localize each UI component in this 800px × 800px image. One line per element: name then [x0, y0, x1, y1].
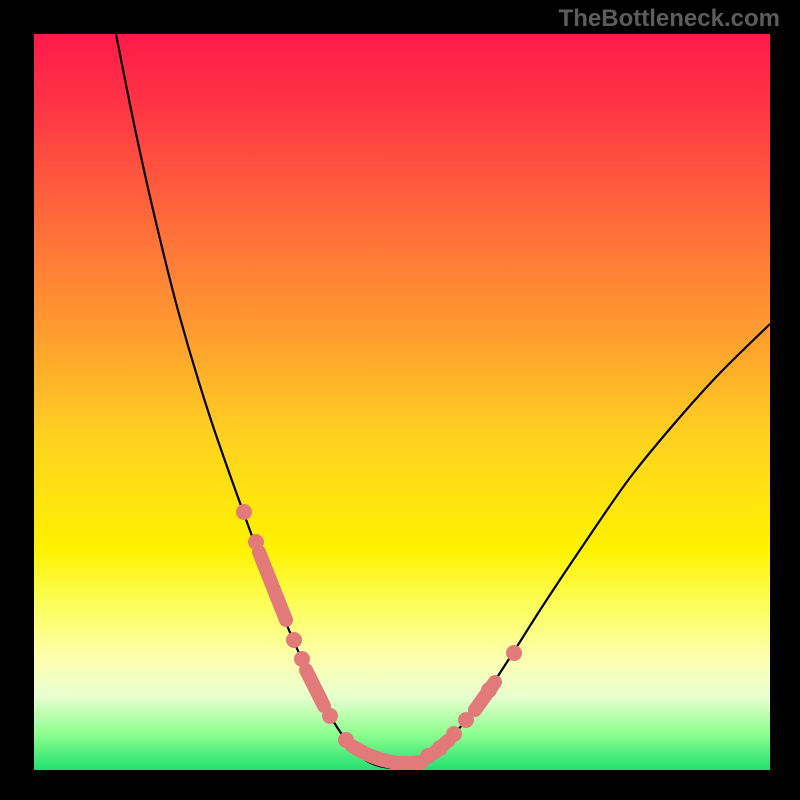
marker-dot	[420, 748, 436, 764]
marker-dot	[481, 682, 497, 698]
marker-dot	[294, 651, 310, 667]
marker-dot	[248, 534, 264, 550]
plot-area	[34, 34, 770, 770]
watermark-label: TheBottleneck.com	[559, 5, 780, 33]
curve-layer	[34, 34, 770, 770]
marker-dot	[458, 712, 474, 728]
marker-dot	[338, 732, 354, 748]
marker-dot	[286, 632, 302, 648]
outer-frame: TheBottleneck.com	[0, 0, 800, 800]
marker-dot	[236, 504, 252, 520]
marker-pill	[259, 552, 286, 620]
marker-dot	[506, 645, 522, 661]
marker-dot	[446, 726, 462, 742]
marker-pill	[352, 746, 422, 763]
v-curve	[116, 34, 770, 768]
marker-dot	[322, 708, 338, 724]
marker-pill	[306, 670, 324, 706]
